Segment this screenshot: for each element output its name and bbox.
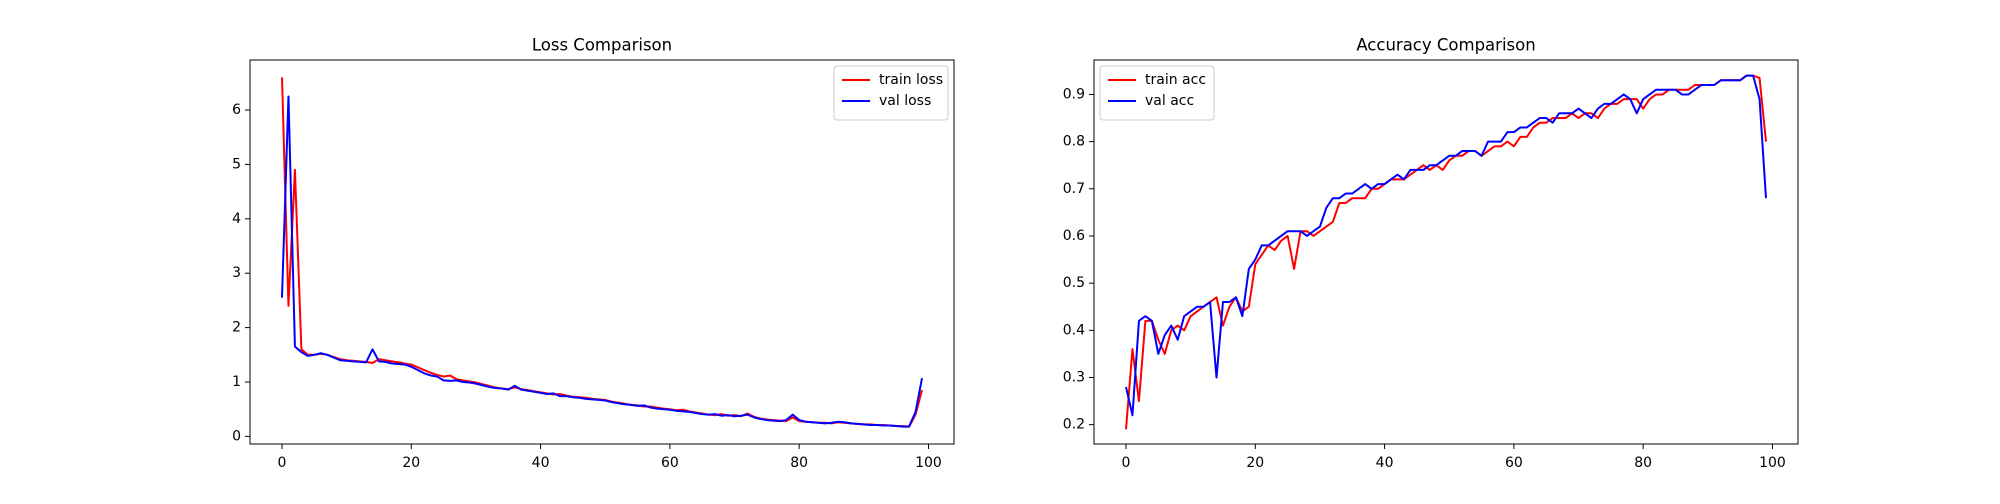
- y-tick-label: 1: [232, 374, 241, 390]
- y-tick-label: 3: [232, 265, 241, 281]
- x-tick-label: 60: [1505, 455, 1523, 471]
- axes-frame: [1093, 59, 1799, 445]
- y-tick-label: 4: [232, 211, 241, 227]
- plot-background: [1094, 60, 1798, 444]
- y-tick-label: 0.2: [1063, 417, 1085, 433]
- y-tick-label: 0.8: [1063, 134, 1085, 150]
- series-line: [1125, 74, 1767, 430]
- y-tick-label: 0.7: [1063, 181, 1085, 197]
- series-line: [281, 95, 923, 428]
- y-tick-label: 6: [232, 102, 241, 118]
- chart-title: Accuracy Comparison: [1356, 36, 1535, 55]
- y-tick-label: 0.4: [1063, 322, 1085, 338]
- x-tick-label: 80: [790, 455, 808, 471]
- y-tick-label: 0.3: [1063, 369, 1085, 385]
- chart-title: Loss Comparison: [532, 36, 672, 55]
- x-tick-label: 0: [278, 455, 287, 471]
- y-tick-label: 2: [232, 320, 241, 336]
- x-tick-label: 40: [1376, 455, 1394, 471]
- plot-background: [250, 60, 954, 444]
- x-tick-label: 20: [1246, 455, 1264, 471]
- legend-label: train acc: [1145, 72, 1206, 88]
- y-tick-label: 5: [232, 156, 241, 172]
- y-tick-label: 0.6: [1063, 228, 1085, 244]
- series-line: [1125, 74, 1767, 417]
- x-tick-label: 80: [1634, 455, 1652, 471]
- y-tick-label: 0.5: [1063, 275, 1085, 291]
- x-tick-label: 60: [661, 455, 679, 471]
- x-tick-label: 100: [915, 455, 942, 471]
- x-tick-label: 40: [532, 455, 550, 471]
- x-tick-label: 0: [1122, 455, 1131, 471]
- x-tick-label: 20: [402, 455, 420, 471]
- y-tick-label: 0: [232, 428, 241, 444]
- y-tick-label: 0.9: [1063, 86, 1085, 102]
- legend-label: val acc: [1145, 93, 1194, 109]
- x-tick-label: 100: [1759, 455, 1786, 471]
- legend-label: train loss: [879, 72, 943, 88]
- axes-frame: [249, 59, 955, 445]
- legend-label: val loss: [879, 93, 931, 109]
